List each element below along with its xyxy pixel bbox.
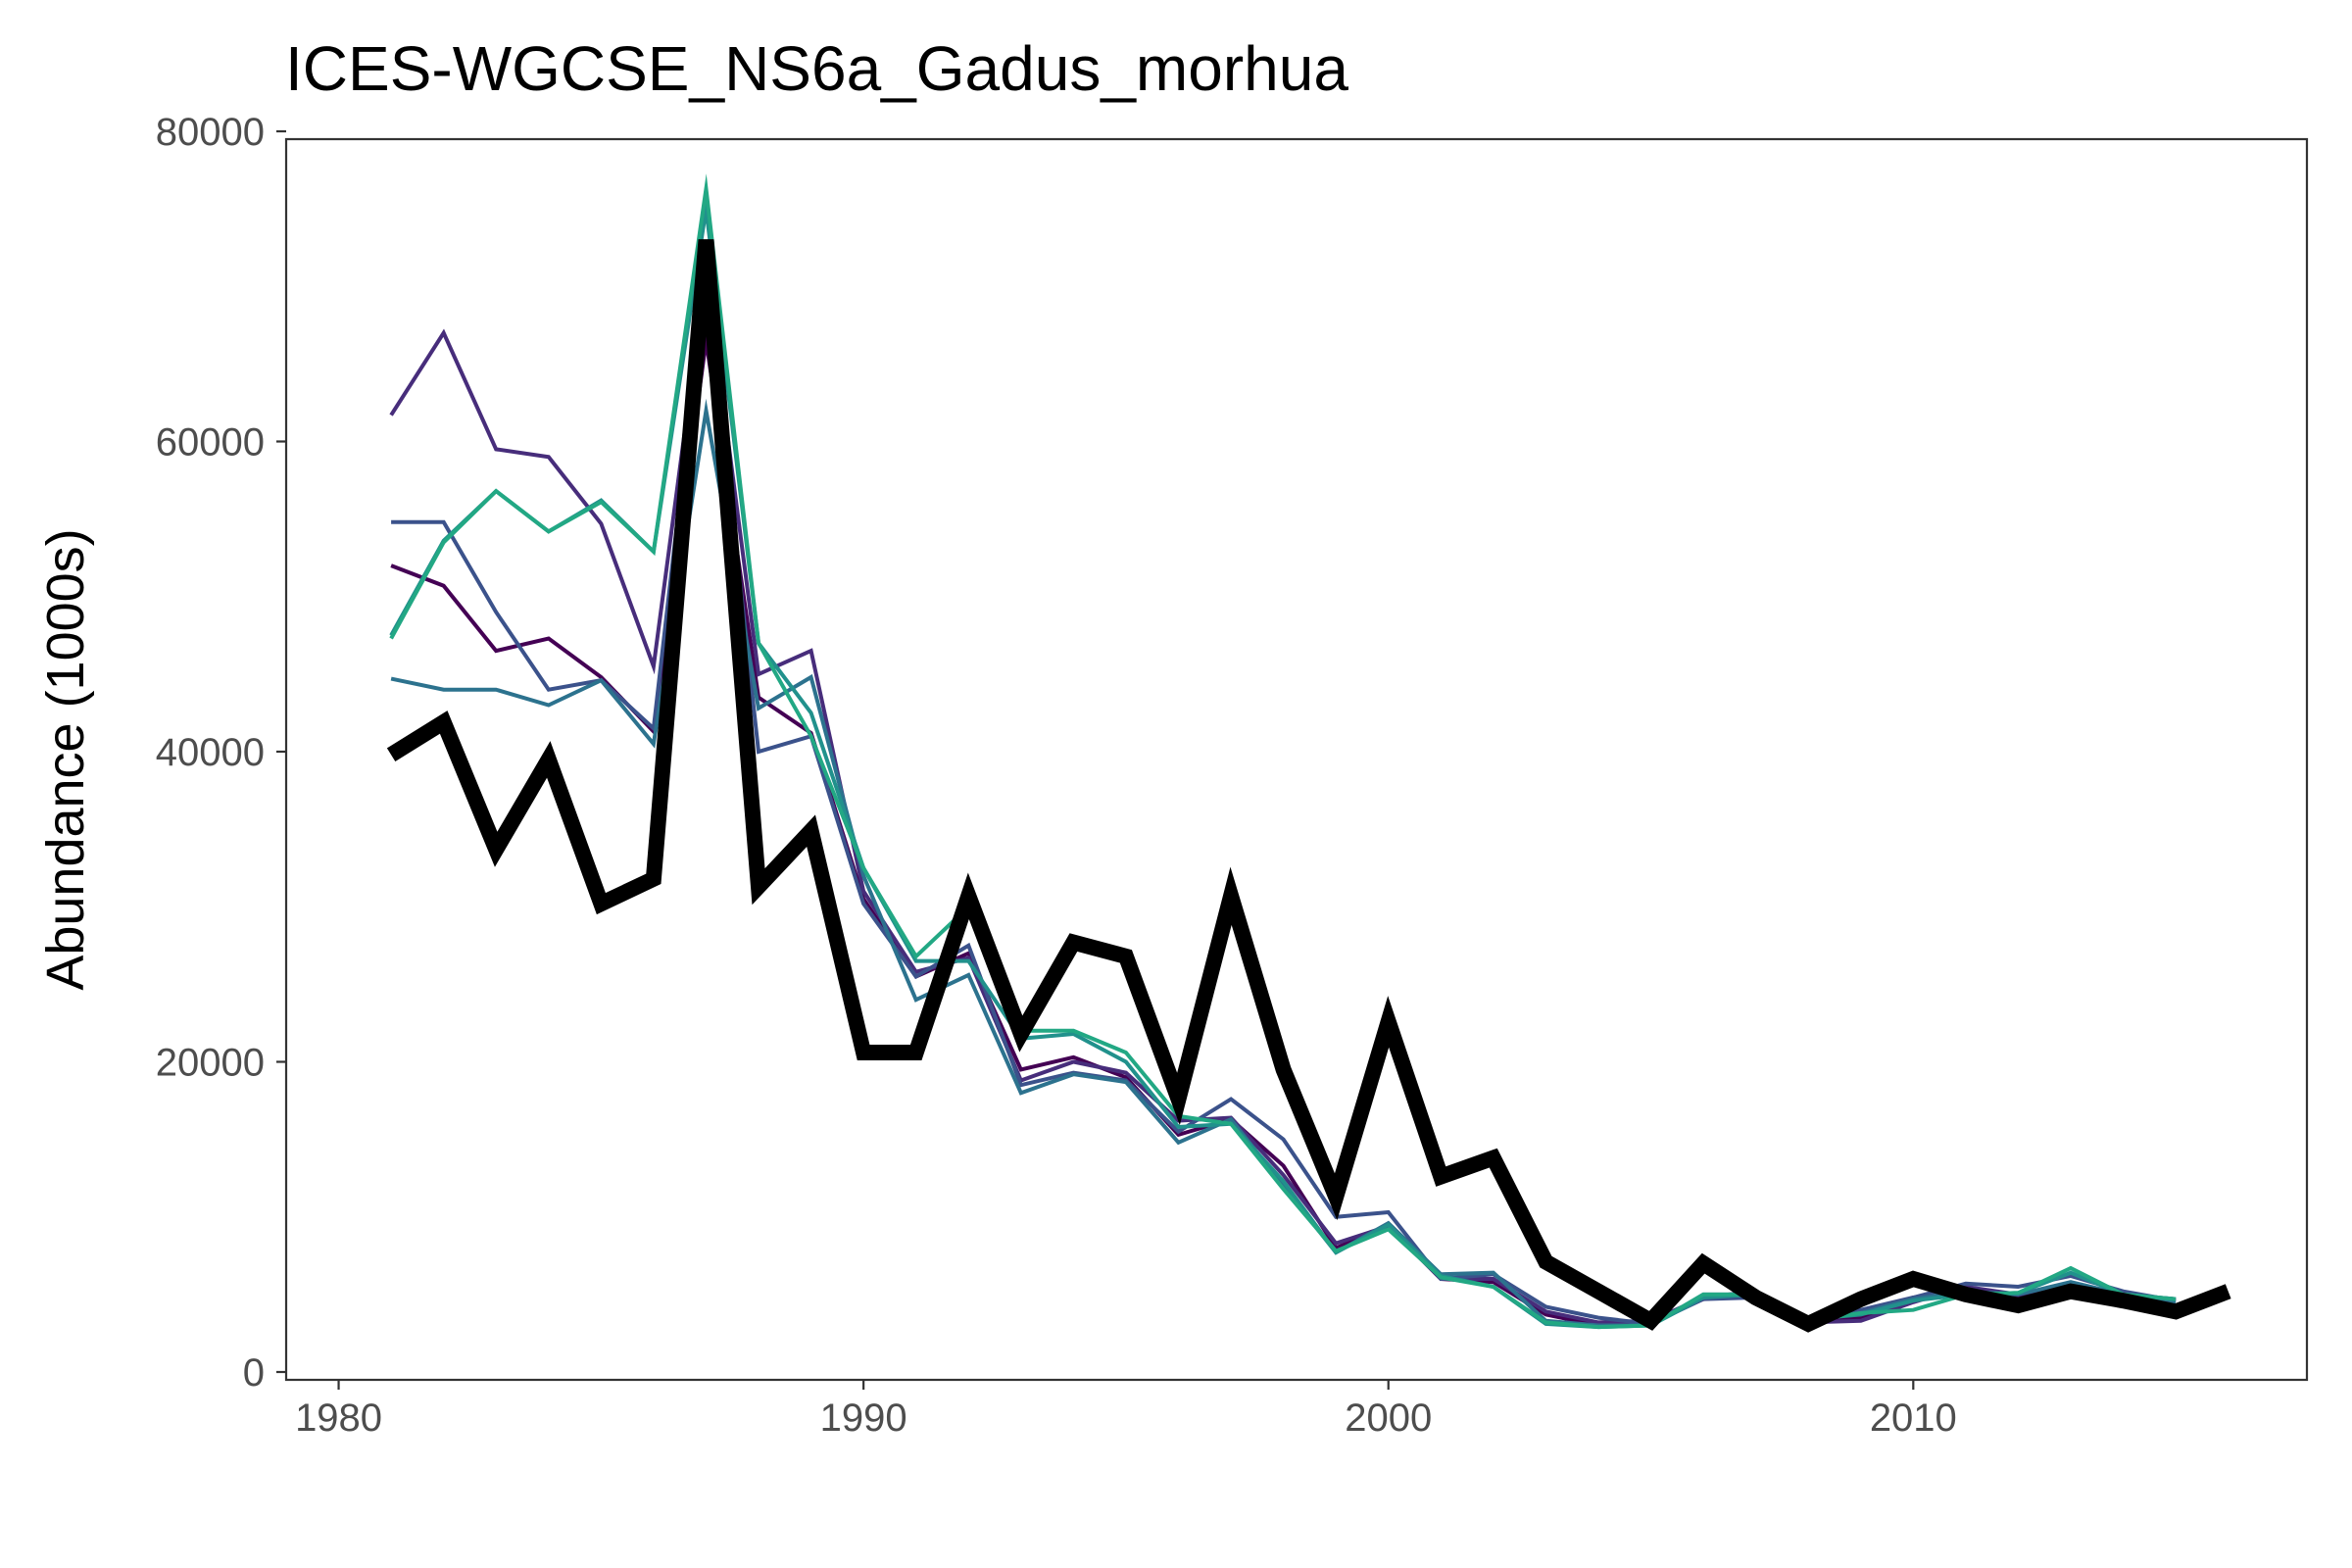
panel-border [284,137,2309,1382]
x-tick-label: 2010 [1870,1396,1957,1440]
y-tick-label: 0 [243,1351,265,1395]
y-tick-label: 40000 [156,731,265,774]
y-tick-label: 60000 [156,421,265,465]
x-tick-label: 1990 [820,1396,907,1440]
series-line-6 [389,173,2177,1330]
x-tick-label: 1980 [295,1396,382,1440]
series-line-7 [386,239,2231,1333]
chart-title: ICES-WGCSE_NS6a_Gadus_morhua [285,33,1348,104]
y-tick-label: 80000 [156,111,265,154]
y-tick-label: 20000 [156,1042,265,1085]
x-tick-label: 2000 [1345,1396,1432,1440]
y-axis-title: Abundance (1000s) [36,528,95,990]
axes-layer: 1980 1990 2000 2010 0 20000 40000 60000 80000 [156,111,1957,1440]
series-layer [386,173,2231,1333]
